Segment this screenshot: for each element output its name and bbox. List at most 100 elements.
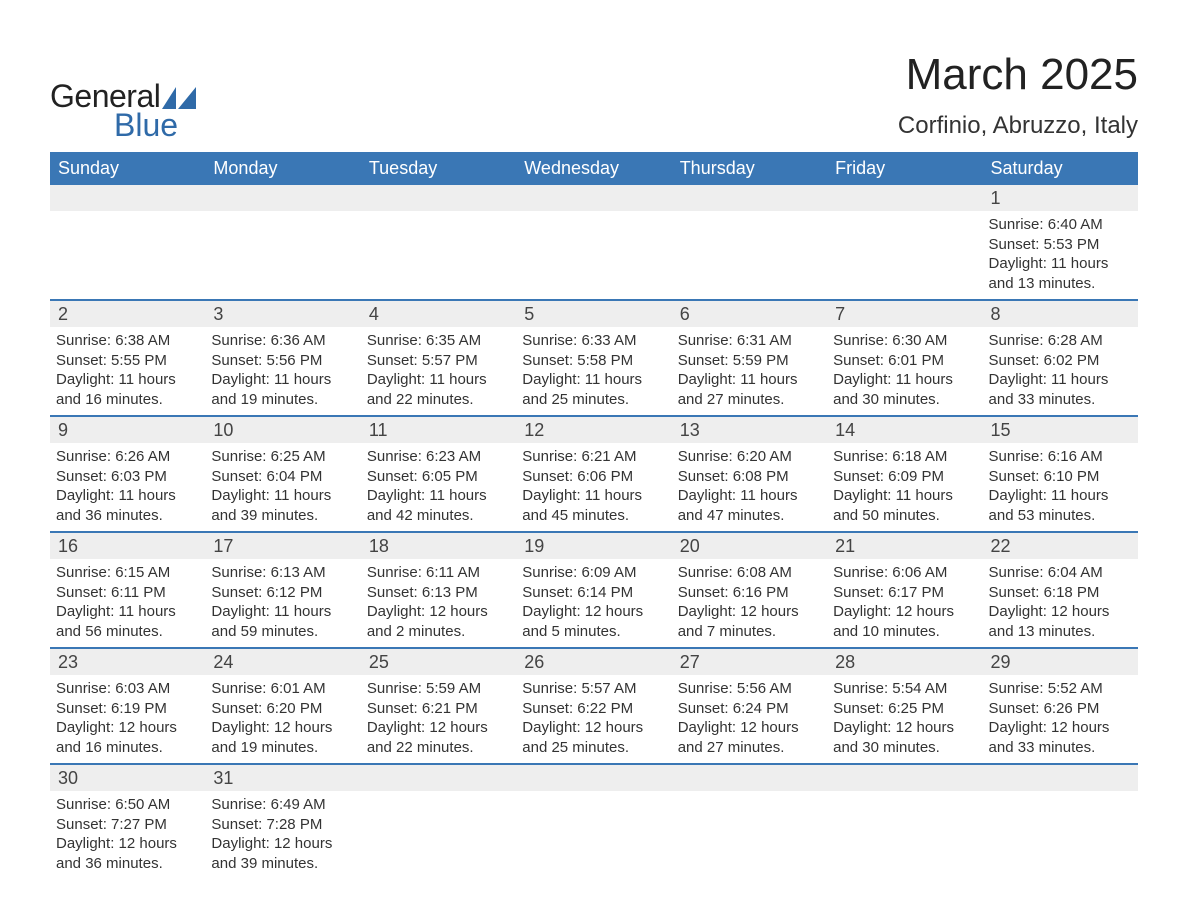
day-number: 7 <box>827 301 982 327</box>
sunset-text: Sunset: 5:55 PM <box>56 351 199 371</box>
sunrise-text: Sunrise: 6:11 AM <box>367 563 510 583</box>
day-details: Sunrise: 6:09 AMSunset: 6:14 PMDaylight:… <box>516 559 671 647</box>
sunset-text: Sunset: 6:06 PM <box>522 467 665 487</box>
day-cell: 22Sunrise: 6:04 AMSunset: 6:18 PMDayligh… <box>983 533 1138 647</box>
day-number: 30 <box>50 765 205 791</box>
day-details: Sunrise: 5:57 AMSunset: 6:22 PMDaylight:… <box>516 675 671 763</box>
day-number <box>516 765 671 791</box>
day-cell: 15Sunrise: 6:16 AMSunset: 6:10 PMDayligh… <box>983 417 1138 531</box>
day-number: 9 <box>50 417 205 443</box>
daylight-text: Daylight: 12 hours and 13 minutes. <box>989 602 1132 641</box>
sunset-text: Sunset: 6:25 PM <box>833 699 976 719</box>
sunset-text: Sunset: 6:21 PM <box>367 699 510 719</box>
day-number: 29 <box>983 649 1138 675</box>
sunset-text: Sunset: 6:18 PM <box>989 583 1132 603</box>
daylight-text: Daylight: 11 hours and 59 minutes. <box>211 602 354 641</box>
sunset-text: Sunset: 6:26 PM <box>989 699 1132 719</box>
sunrise-text: Sunrise: 5:59 AM <box>367 679 510 699</box>
sunset-text: Sunset: 6:02 PM <box>989 351 1132 371</box>
daylight-text: Daylight: 12 hours and 36 minutes. <box>56 834 199 873</box>
sunrise-text: Sunrise: 5:54 AM <box>833 679 976 699</box>
day-number: 11 <box>361 417 516 443</box>
sunrise-text: Sunrise: 6:30 AM <box>833 331 976 351</box>
calendar: Sunday Monday Tuesday Wednesday Thursday… <box>50 152 1138 879</box>
sunrise-text: Sunrise: 6:26 AM <box>56 447 199 467</box>
daylight-text: Daylight: 11 hours and 53 minutes. <box>989 486 1132 525</box>
sunset-text: Sunset: 6:01 PM <box>833 351 976 371</box>
day-number: 5 <box>516 301 671 327</box>
day-cell: 5Sunrise: 6:33 AMSunset: 5:58 PMDaylight… <box>516 301 671 415</box>
day-details: Sunrise: 6:13 AMSunset: 6:12 PMDaylight:… <box>205 559 360 647</box>
day-number: 26 <box>516 649 671 675</box>
day-cell <box>672 765 827 879</box>
day-details: Sunrise: 6:03 AMSunset: 6:19 PMDaylight:… <box>50 675 205 763</box>
daylight-text: Daylight: 12 hours and 39 minutes. <box>211 834 354 873</box>
sunrise-text: Sunrise: 5:52 AM <box>989 679 1132 699</box>
day-cell: 27Sunrise: 5:56 AMSunset: 6:24 PMDayligh… <box>672 649 827 763</box>
day-details: Sunrise: 5:52 AMSunset: 6:26 PMDaylight:… <box>983 675 1138 763</box>
day-number: 12 <box>516 417 671 443</box>
sunrise-text: Sunrise: 6:03 AM <box>56 679 199 699</box>
day-details: Sunrise: 6:23 AMSunset: 6:05 PMDaylight:… <box>361 443 516 531</box>
week-row: 9Sunrise: 6:26 AMSunset: 6:03 PMDaylight… <box>50 417 1138 533</box>
daylight-text: Daylight: 11 hours and 45 minutes. <box>522 486 665 525</box>
day-details: Sunrise: 6:25 AMSunset: 6:04 PMDaylight:… <box>205 443 360 531</box>
day-cell: 24Sunrise: 6:01 AMSunset: 6:20 PMDayligh… <box>205 649 360 763</box>
weekday-header: Monday <box>205 152 360 185</box>
day-details: Sunrise: 6:31 AMSunset: 5:59 PMDaylight:… <box>672 327 827 415</box>
daylight-text: Daylight: 11 hours and 42 minutes. <box>367 486 510 525</box>
weekday-header: Sunday <box>50 152 205 185</box>
day-cell: 23Sunrise: 6:03 AMSunset: 6:19 PMDayligh… <box>50 649 205 763</box>
day-number <box>205 185 360 211</box>
day-cell: 4Sunrise: 6:35 AMSunset: 5:57 PMDaylight… <box>361 301 516 415</box>
daylight-text: Daylight: 12 hours and 33 minutes. <box>989 718 1132 757</box>
day-number: 14 <box>827 417 982 443</box>
day-number: 1 <box>983 185 1138 211</box>
sunset-text: Sunset: 6:10 PM <box>989 467 1132 487</box>
sunset-text: Sunset: 6:04 PM <box>211 467 354 487</box>
day-details: Sunrise: 6:21 AMSunset: 6:06 PMDaylight:… <box>516 443 671 531</box>
sunset-text: Sunset: 5:58 PM <box>522 351 665 371</box>
day-number: 21 <box>827 533 982 559</box>
day-number: 27 <box>672 649 827 675</box>
sunrise-text: Sunrise: 6:36 AM <box>211 331 354 351</box>
page-title: March 2025 <box>898 50 1138 100</box>
day-number: 6 <box>672 301 827 327</box>
day-number: 19 <box>516 533 671 559</box>
brand-shape-icon <box>162 87 196 109</box>
daylight-text: Daylight: 11 hours and 56 minutes. <box>56 602 199 641</box>
daylight-text: Daylight: 12 hours and 30 minutes. <box>833 718 976 757</box>
sunset-text: Sunset: 6:22 PM <box>522 699 665 719</box>
day-number: 17 <box>205 533 360 559</box>
day-number <box>361 185 516 211</box>
weekday-header: Tuesday <box>361 152 516 185</box>
daylight-text: Daylight: 12 hours and 16 minutes. <box>56 718 199 757</box>
sunset-text: Sunset: 5:59 PM <box>678 351 821 371</box>
week-row: 1Sunrise: 6:40 AMSunset: 5:53 PMDaylight… <box>50 185 1138 301</box>
day-number: 4 <box>361 301 516 327</box>
location-label: Corfinio, Abruzzo, Italy <box>898 112 1138 140</box>
day-details: Sunrise: 6:28 AMSunset: 6:02 PMDaylight:… <box>983 327 1138 415</box>
day-number: 10 <box>205 417 360 443</box>
day-cell: 25Sunrise: 5:59 AMSunset: 6:21 PMDayligh… <box>361 649 516 763</box>
day-cell <box>827 765 982 879</box>
daylight-text: Daylight: 12 hours and 10 minutes. <box>833 602 976 641</box>
day-details: Sunrise: 6:49 AMSunset: 7:28 PMDaylight:… <box>205 791 360 879</box>
day-number <box>672 765 827 791</box>
sunrise-text: Sunrise: 6:01 AM <box>211 679 354 699</box>
header: General Blue March 2025 Corfinio, Abruzz… <box>50 50 1138 144</box>
sunset-text: Sunset: 7:27 PM <box>56 815 199 835</box>
daylight-text: Daylight: 11 hours and 47 minutes. <box>678 486 821 525</box>
day-number: 13 <box>672 417 827 443</box>
day-details: Sunrise: 5:56 AMSunset: 6:24 PMDaylight:… <box>672 675 827 763</box>
day-number: 16 <box>50 533 205 559</box>
day-details: Sunrise: 6:01 AMSunset: 6:20 PMDaylight:… <box>205 675 360 763</box>
sunrise-text: Sunrise: 6:31 AM <box>678 331 821 351</box>
sunrise-text: Sunrise: 6:06 AM <box>833 563 976 583</box>
day-details: Sunrise: 6:20 AMSunset: 6:08 PMDaylight:… <box>672 443 827 531</box>
day-cell: 29Sunrise: 5:52 AMSunset: 6:26 PMDayligh… <box>983 649 1138 763</box>
day-number: 2 <box>50 301 205 327</box>
day-details: Sunrise: 6:18 AMSunset: 6:09 PMDaylight:… <box>827 443 982 531</box>
sunset-text: Sunset: 6:16 PM <box>678 583 821 603</box>
day-cell: 12Sunrise: 6:21 AMSunset: 6:06 PMDayligh… <box>516 417 671 531</box>
